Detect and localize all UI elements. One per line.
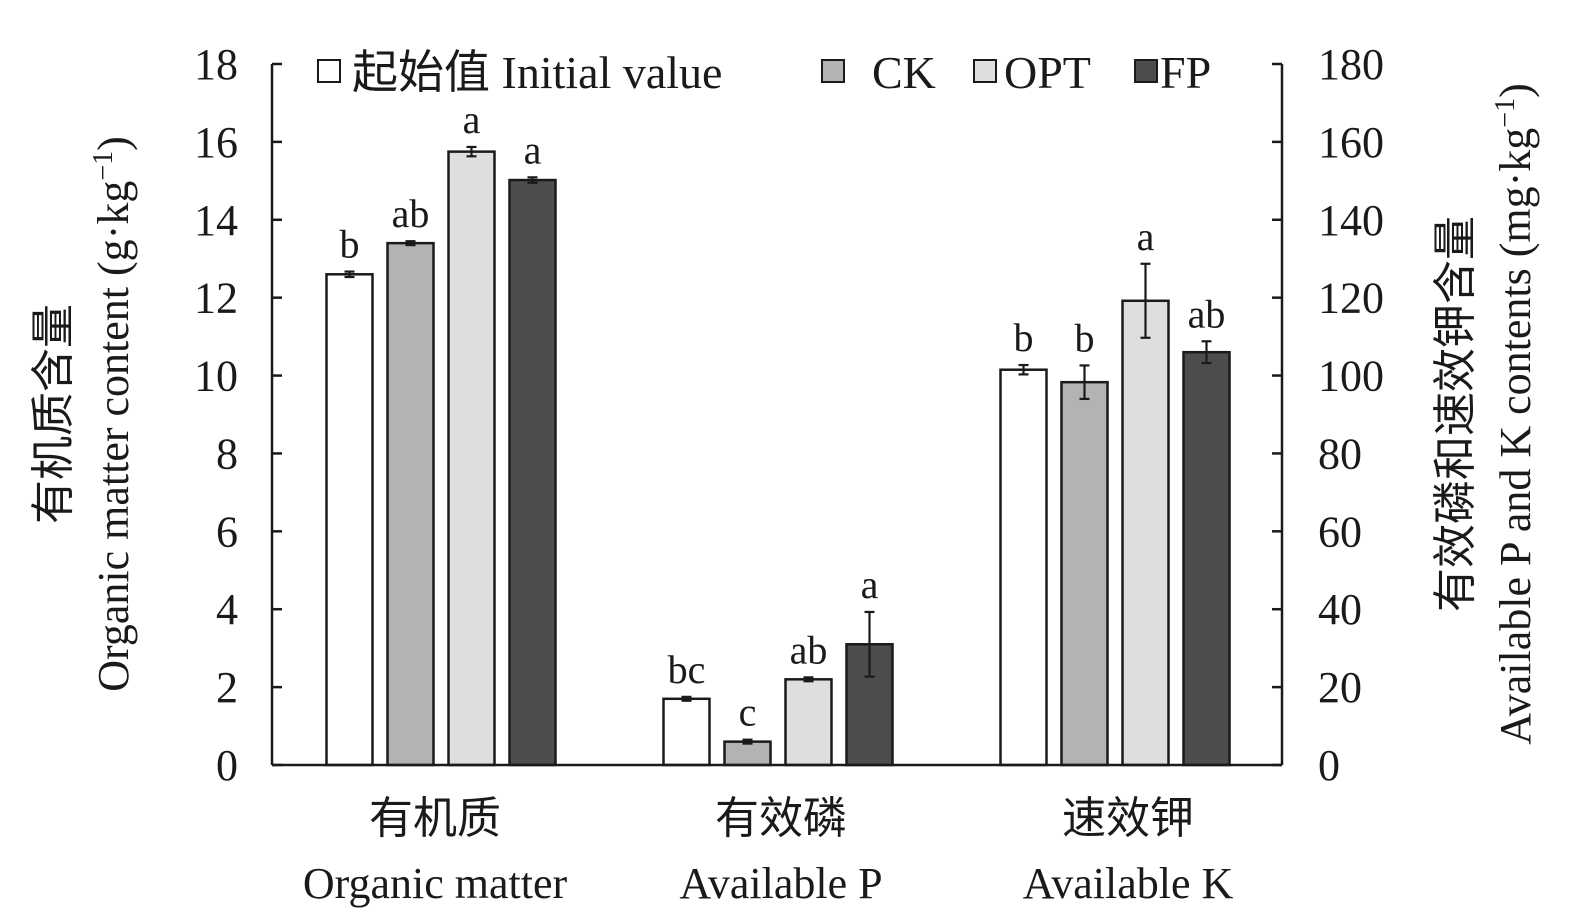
error-bar [803,676,814,683]
left-tick-label: 14 [194,196,238,245]
bar [784,678,833,767]
left-tick-label: 18 [194,40,238,89]
right-tick-label: 80 [1318,429,1362,478]
significance-label: ab [790,627,828,672]
error-bar [742,738,753,745]
bar [999,368,1048,767]
error-bar [466,145,477,158]
left-y-ticks: 0 2 4 6 8 10 12 14 16 18 [194,40,282,790]
significance-label: a [1137,214,1155,259]
error-bar [527,176,538,184]
bar [508,178,557,767]
legend: 起始值 Initial value CK OPT FP [317,47,1211,98]
right-tick-label: 160 [1318,118,1384,167]
category-label-en: Available K [1023,859,1234,908]
left-axis-title: 有机质含量 Organic matter content (g·kg−1) [29,136,138,692]
legend-label-opt: OPT [1004,47,1091,98]
significance-label: a [463,97,481,142]
error-bar [1079,364,1090,401]
category-label-en: Available P [679,859,882,908]
error-bar [405,240,416,247]
legend-swatch-initial [317,59,341,83]
legend-label-ck: CK [872,47,936,98]
category-label-en: Organic matter [303,859,568,908]
legend-swatch-fp [1134,59,1158,83]
left-tick-label: 4 [216,585,238,634]
right-tick-label: 60 [1318,507,1362,556]
legend-label-fp: FP [1160,47,1211,98]
error-bar [1018,363,1029,376]
right-tick-label: 40 [1318,585,1362,634]
bar [386,241,435,767]
error-bar [1140,262,1151,339]
right-tick-label: 100 [1318,352,1384,401]
significance-label: b [1075,315,1095,360]
error-bar [344,270,355,279]
significance-label: c [739,690,757,735]
error-bar [864,610,875,678]
error-bars-layer [344,145,1212,745]
legend-label-initial: 起始值 Initial value [352,47,722,98]
legend-swatch-ck [821,59,845,83]
bar [325,273,374,767]
left-tick-label: 2 [216,663,238,712]
significance-label: a [524,127,542,172]
right-tick-label: 0 [1318,741,1340,790]
bar [662,697,711,767]
bar [1060,380,1109,767]
category-label-zh: 有机质 [369,794,501,843]
right-axis-title: 有效磷和速效钾含量 Available P and K contents (mg… [1431,83,1540,745]
error-bar [1201,340,1212,365]
right-tick-label: 120 [1318,274,1384,323]
bar [723,740,772,767]
left-tick-label: 10 [194,352,238,401]
right-y-ticks: 0 20 40 60 80 100 120 140 160 180 [1272,40,1384,790]
error-bar [681,695,692,702]
significance-label: bc [668,647,706,692]
right-tick-label: 180 [1318,40,1384,89]
right-tick-label: 140 [1318,196,1384,245]
left-tick-label: 8 [216,429,238,478]
right-tick-label: 20 [1318,663,1362,712]
bar [447,150,496,767]
significance-label: b [1014,315,1034,360]
category-label-zh: 速效钾 [1062,794,1194,843]
significance-label: ab [1188,291,1226,336]
left-tick-label: 16 [194,118,238,167]
left-axis-title-en: Organic matter content (g·kg−1) [88,136,138,692]
bar [1182,350,1231,767]
significance-label: b [340,222,360,267]
significance-label: a [861,562,879,607]
left-tick-label: 0 [216,741,238,790]
bar [1121,299,1170,767]
right-axis-title-zh: 有效磷和速效钾含量 [1431,216,1480,612]
legend-swatch-opt [973,59,997,83]
bars-layer [325,150,1231,767]
left-tick-label: 12 [194,274,238,323]
left-tick-label: 6 [216,507,238,556]
axes [270,64,1284,767]
category-label-zh: 有效磷 [715,794,847,843]
category-labels: 有机质 Organic matter 有效磷 Available P 速效钾 A… [303,794,1234,908]
left-axis-title-zh: 有机质含量 [29,304,78,524]
right-axis-title-en: Available P and K contents (mg·kg−1) [1490,83,1540,745]
significance-label: ab [392,191,430,236]
